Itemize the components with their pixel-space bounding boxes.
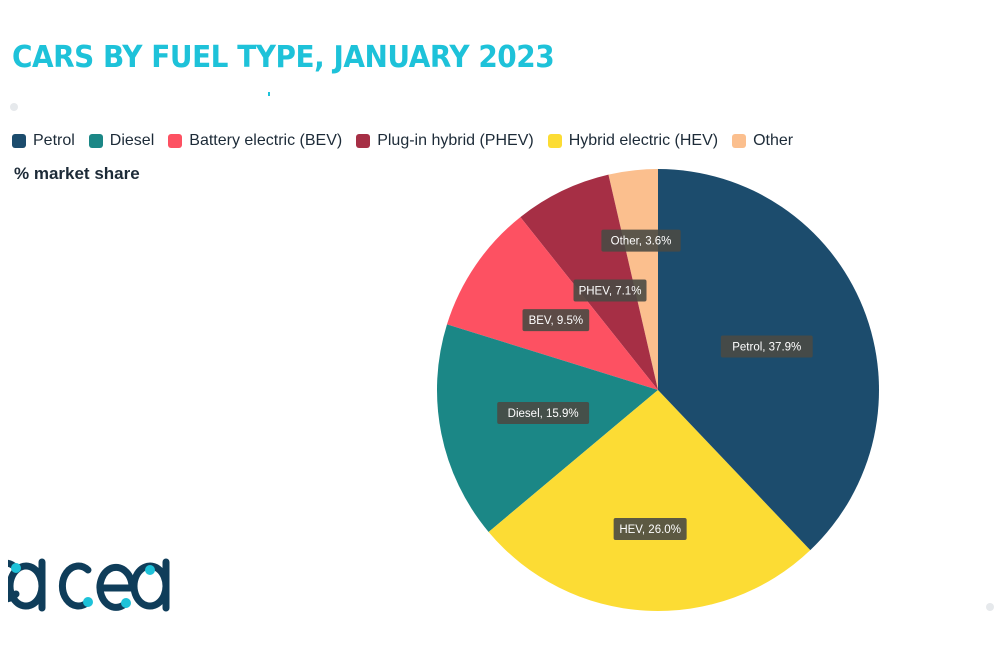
slice-data-label: PHEV, 7.1% — [573, 279, 647, 302]
slice-label-text: Petrol, 37.9% — [732, 342, 801, 354]
slice-label-text: PHEV, 7.1% — [579, 285, 642, 297]
chart-legend: Petrol Diesel Battery electric (BEV) Plug-i… — [12, 132, 807, 150]
acea-logo: acea — [8, 548, 170, 612]
legend-item[interactable]: Hybrid electric (HEV) — [547, 132, 719, 150]
slice-data-label: Petrol, 37.9% — [720, 335, 813, 358]
legend-label: Plug-in hybrid (PHEV) — [377, 132, 534, 149]
legend-swatch — [168, 134, 183, 148]
slice-label-box — [720, 335, 813, 358]
slice-label-text: Diesel, 15.9% — [508, 408, 579, 420]
legend-swatch — [732, 134, 747, 148]
slice-label-text: BEV, 9.5% — [529, 315, 584, 327]
slice-data-label: Diesel, 15.9% — [497, 402, 590, 425]
pie-slice[interactable] — [437, 324, 658, 532]
legend-item[interactable]: Petrol — [12, 132, 75, 150]
slice-label-box — [497, 402, 590, 425]
pie-slice[interactable] — [658, 169, 879, 551]
title-underline-mark — [268, 92, 270, 96]
decorative-dot — [10, 103, 18, 111]
legend-label: Diesel — [109, 132, 155, 149]
legend-swatch — [547, 134, 562, 148]
legend-swatch — [88, 134, 103, 148]
decorative-dot — [986, 603, 994, 611]
legend-item[interactable]: Battery electric (BEV) — [168, 132, 342, 150]
legend-label: Petrol — [33, 132, 75, 149]
slice-data-label: Other, 3.6% — [601, 229, 681, 252]
slice-label-box — [601, 229, 681, 252]
legend-item[interactable]: Diesel — [88, 132, 155, 150]
legend-label: Battery electric (BEV) — [189, 132, 343, 149]
slice-label-box — [613, 518, 687, 541]
slice-data-label: BEV, 9.5% — [522, 309, 590, 332]
legend-item[interactable]: Other — [732, 132, 793, 150]
slice-label-text: Other, 3.6% — [611, 236, 672, 248]
legend-label: Other — [753, 132, 794, 149]
slice-label-text: HEV, 26.0% — [619, 524, 681, 536]
slice-data-label: HEV, 26.0% — [613, 518, 687, 541]
chart-title: CARS BY FUEL TYPE, JANUARY 2023 — [12, 40, 555, 75]
legend-item[interactable]: Plug-in hybrid (PHEV) — [356, 132, 534, 150]
pie-slice[interactable] — [488, 390, 811, 611]
slice-label-box — [573, 279, 647, 302]
legend-label: Hybrid electric (HEV) — [568, 132, 719, 149]
chart-subtitle: % market share — [14, 164, 140, 183]
pie-slice[interactable] — [446, 217, 658, 390]
logo-text: acea — [8, 548, 11, 549]
slice-label-box — [522, 309, 590, 332]
legend-swatch — [356, 134, 371, 148]
legend-swatch — [12, 134, 26, 148]
